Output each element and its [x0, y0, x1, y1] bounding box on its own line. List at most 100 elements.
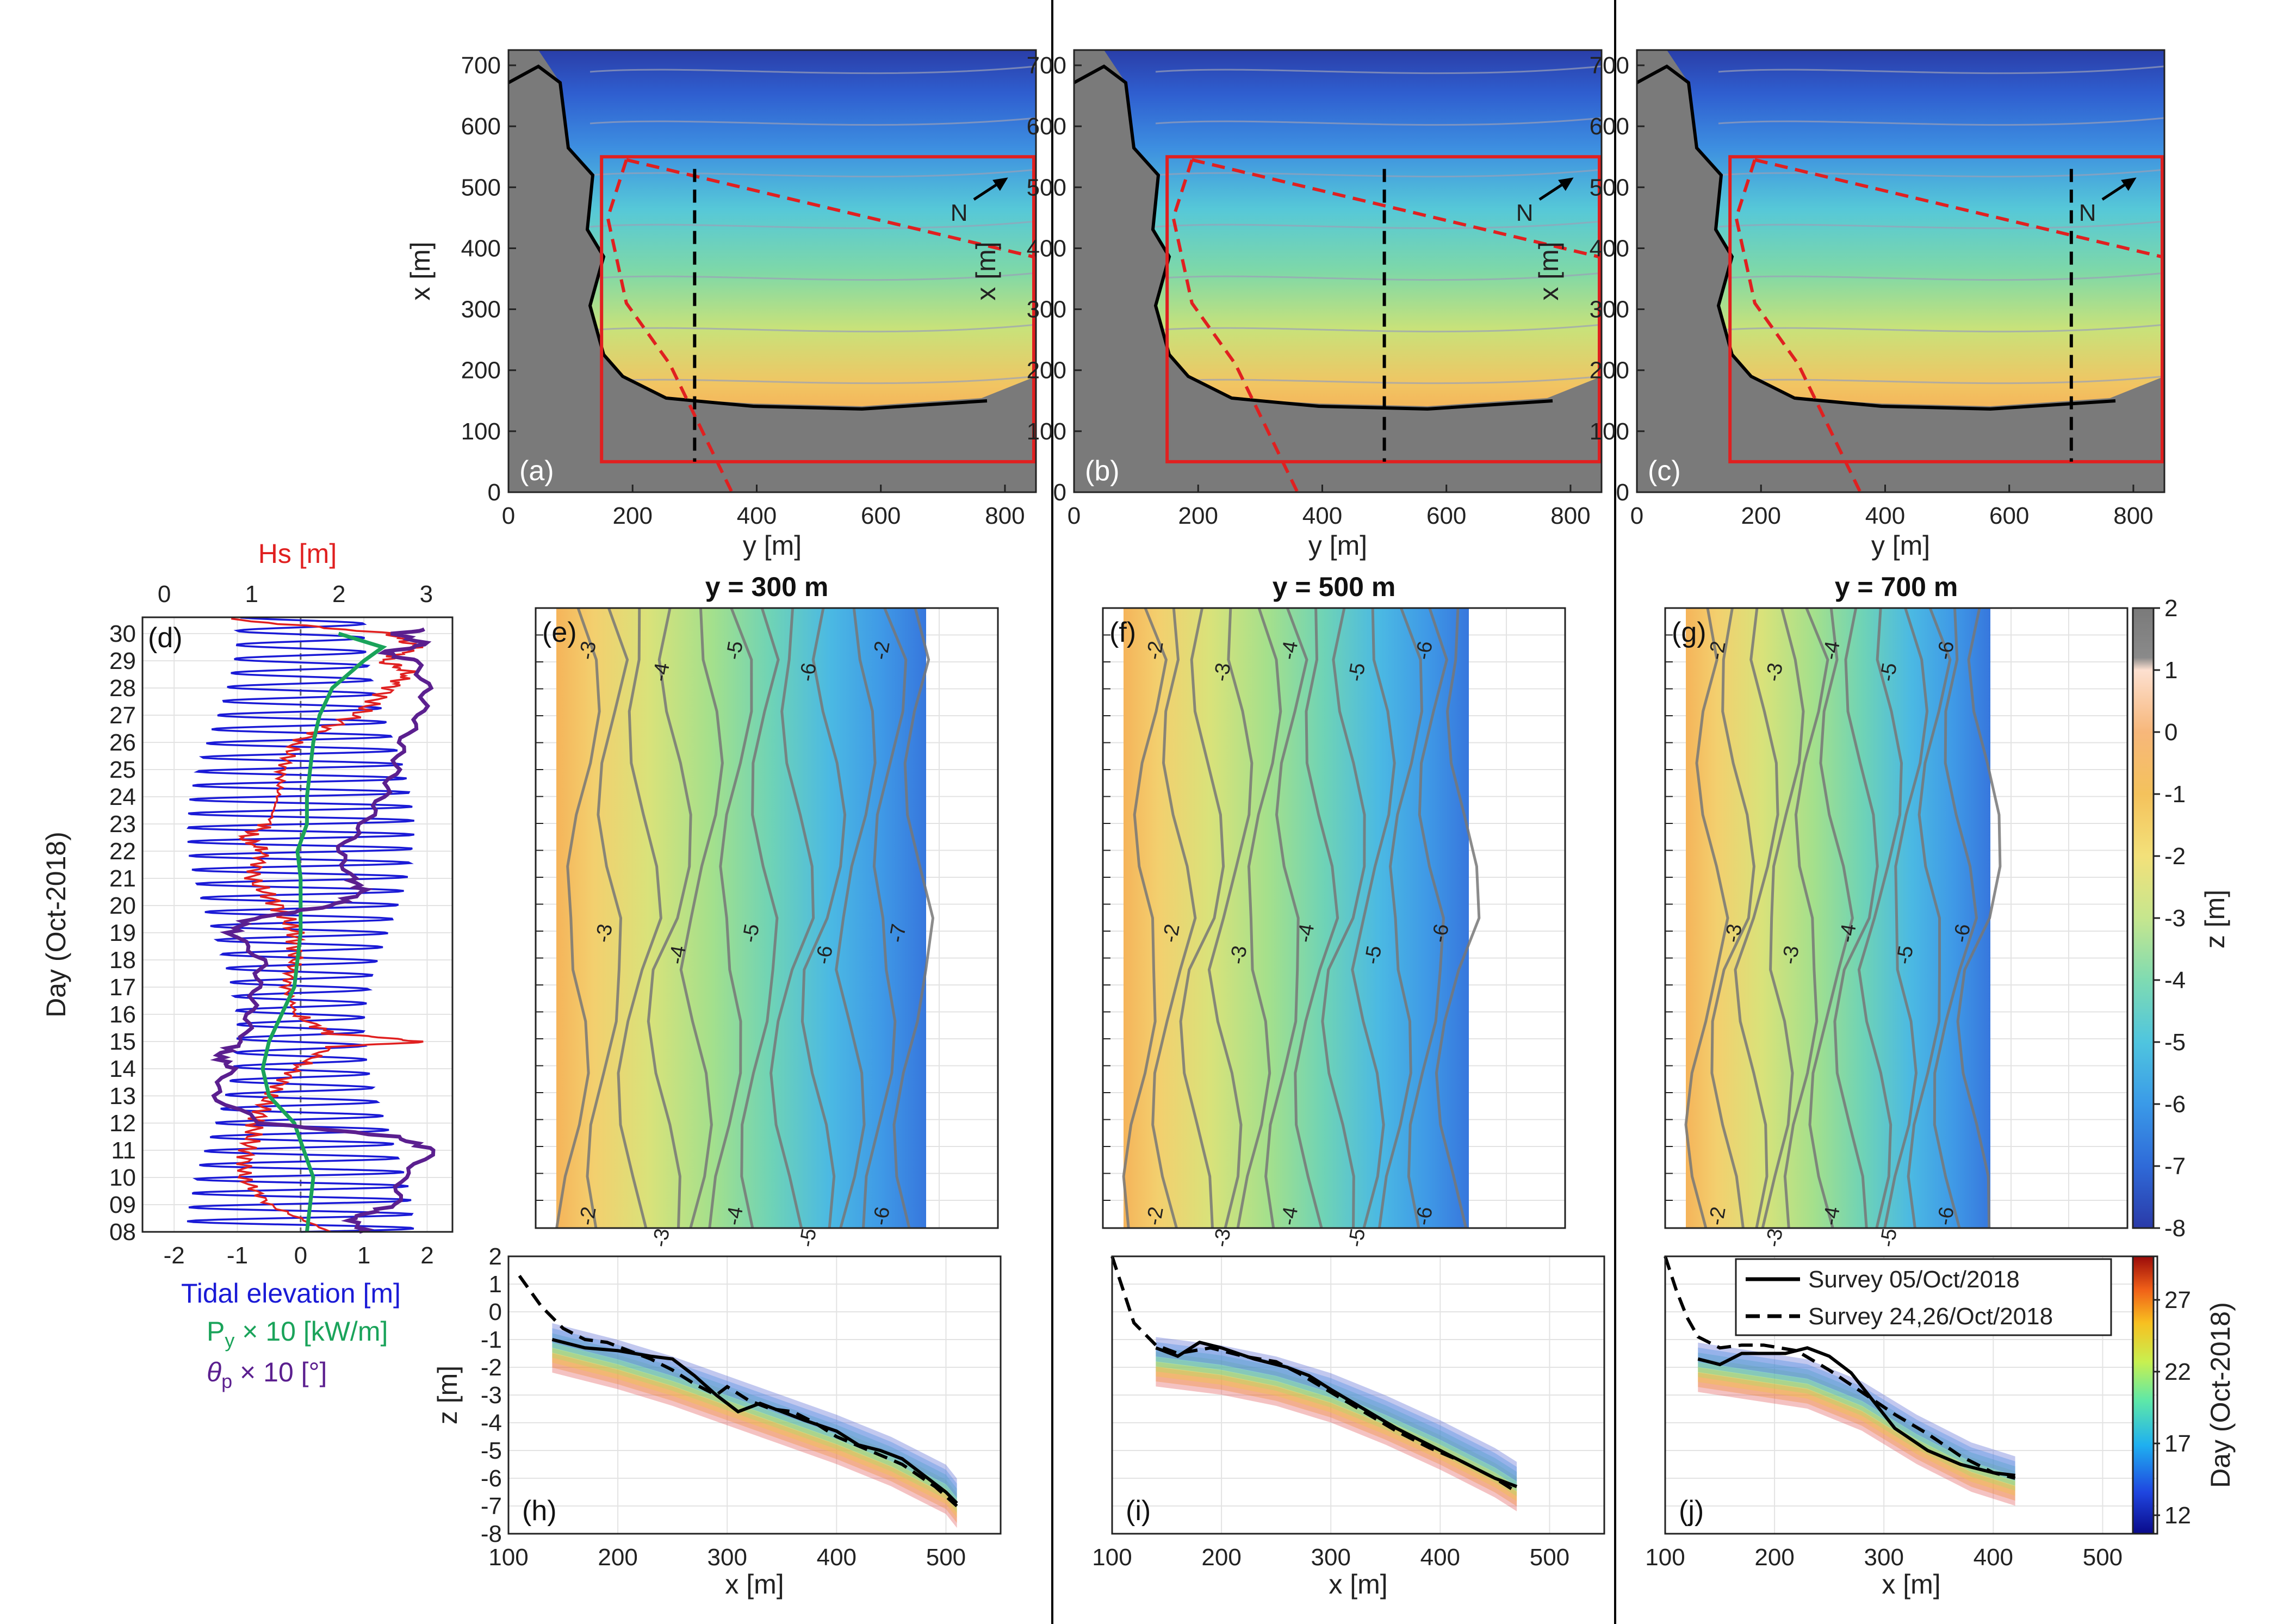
profile-xtick-label: 200	[1201, 1544, 1241, 1571]
profile-panels: 100 200 300 400 500 x [m] 210-1-2-3-4-5-6-7-8 z…	[432, 1243, 2158, 1600]
map-ytick-label: 500	[461, 174, 501, 201]
profile-xaxis-label: x [m]	[725, 1569, 784, 1600]
map-ytick-label: 200	[1027, 357, 1066, 384]
north-label: N	[1516, 200, 1534, 226]
map-contour	[1718, 375, 2165, 385]
map-xtick-label: 800	[1550, 503, 1590, 529]
map-rotated-edge	[1754, 158, 2165, 259]
contour-label: -4	[1293, 922, 1319, 945]
map-contour	[1155, 220, 1602, 230]
contour-label: -2	[575, 1205, 601, 1228]
contour-label: -6	[796, 661, 821, 684]
map-frame	[1073, 49, 1603, 493]
contour-label: -3	[1778, 944, 1804, 966]
map-shoreline	[1073, 64, 1553, 411]
map-panel-3: N 0 100 200 300 400 500 600 700 0 200 400 600 800 y [m…	[1534, 49, 2165, 561]
contour-label: -4	[1819, 1205, 1845, 1228]
panel-label-h: (h)	[522, 1495, 557, 1527]
map-yaxis-label: x [m]	[405, 241, 436, 300]
zbar-tick-label: 2	[2164, 595, 2177, 622]
day-tick-label: 23	[109, 811, 136, 838]
profile-ytick-label: -2	[481, 1354, 502, 1381]
map-panel-1: N 0 100 200 300 400 500 600 700 0 200 400 600 800 y [m…	[405, 49, 1037, 561]
contour-label: -7	[885, 922, 911, 945]
map-frame	[1636, 49, 2165, 493]
north-arrow-icon	[2121, 177, 2137, 191]
map-rotated-edge-2	[1171, 159, 1299, 493]
theta-series	[210, 627, 436, 1234]
map-xtick-label: 0	[1068, 503, 1081, 529]
north-arrow-icon	[992, 177, 1008, 191]
map-contour	[589, 65, 1037, 75]
contour-label: -5	[1361, 944, 1386, 966]
contour-label: -2	[1143, 1205, 1168, 1228]
profile-xaxis-label: x [m]	[1882, 1569, 1940, 1600]
panel-d-forcing: 0809101112131415161718192021222324252627…	[41, 538, 454, 1392]
transect-contour	[1378, 608, 1424, 1229]
map-ytick-label: 600	[461, 113, 501, 140]
profile-envelope	[552, 1348, 957, 1523]
map-contour	[1718, 169, 2165, 178]
map-contour	[1155, 272, 1602, 281]
profile-ytick-label: -5	[481, 1437, 502, 1464]
profile-xtick-label: 500	[926, 1544, 966, 1571]
tide-tick-label: -2	[164, 1242, 185, 1269]
survey-24-26-oct-line	[518, 1274, 958, 1508]
day-tick-label: 27	[109, 702, 136, 729]
map-domain-box	[1728, 155, 2164, 463]
map-ytick-label: 300	[461, 296, 501, 323]
contour-label: -6	[1933, 640, 1959, 662]
profile-xtick-label: 100	[488, 1544, 528, 1571]
transect-contour	[770, 608, 815, 1229]
profile-legend-box	[1735, 1258, 2112, 1336]
transect-contour	[1833, 608, 1879, 1229]
daybar-tick-label: 22	[2164, 1359, 2191, 1385]
colorbar-day: 27 22 17 12 Day (Oct-2018)	[2132, 1255, 2236, 1535]
day-tick-label: 10	[109, 1164, 136, 1191]
map-yaxis-label: x [m]	[1534, 241, 1564, 300]
map-rotated-edge-2	[1734, 159, 1862, 493]
zbar-tick-label: -8	[2164, 1215, 2186, 1242]
transect-contour	[708, 608, 753, 1229]
day-tick-label: 24	[109, 784, 136, 810]
transect-title: y = 300 m	[705, 572, 829, 602]
map-ytick-label: 600	[1590, 113, 1629, 140]
profile-envelope	[552, 1323, 957, 1498]
map-rotated-edge-2	[606, 159, 734, 493]
map-contour	[1155, 324, 1602, 333]
panel-label-i: (i)	[1126, 1495, 1151, 1527]
zbar-tick-label: -4	[2164, 967, 2186, 994]
contour-label: -4	[665, 944, 691, 966]
map-contour	[1155, 375, 1602, 385]
profile-envelope	[552, 1343, 957, 1518]
transect-contour	[1761, 608, 1805, 1229]
map-ytick-label: 500	[1027, 174, 1066, 201]
transect-contour	[1264, 608, 1308, 1229]
panel-label-f: (f)	[1109, 617, 1136, 648]
transect-contour	[1857, 608, 1903, 1229]
day-axis-label: Day (Oct-2018)	[41, 832, 71, 1018]
day-tick-label: 28	[109, 675, 136, 702]
day-tick-label: 30	[109, 621, 136, 647]
contour-label: -6	[1412, 1205, 1437, 1228]
contour-label: -3	[1226, 944, 1251, 966]
colorbar-day-label: Day (Oct-2018)	[2205, 1302, 2236, 1488]
daybar-tick-label: 17	[2164, 1430, 2191, 1457]
transect-contour	[892, 608, 935, 1229]
profile-ytick-label: -6	[481, 1465, 502, 1492]
contour-label: -3	[1762, 661, 1788, 684]
hs-tick-label: 2	[332, 581, 345, 608]
profile-xtick-label: 400	[817, 1544, 857, 1571]
transect-contour	[862, 608, 908, 1229]
contour-label: -4	[649, 661, 674, 684]
day-tick-label: 22	[109, 838, 136, 865]
transect-contour	[1236, 608, 1282, 1229]
contour-label: -5	[739, 922, 764, 945]
profile-ytick-label: -1	[481, 1327, 502, 1353]
map-ytick-label: 300	[1590, 296, 1629, 323]
transect-contour	[1783, 608, 1829, 1229]
theta-legend: θp × 10 [°]	[207, 1357, 327, 1392]
zbar-tick-label: 0	[2164, 719, 2177, 746]
map-xtick-label: 600	[1989, 503, 2029, 529]
